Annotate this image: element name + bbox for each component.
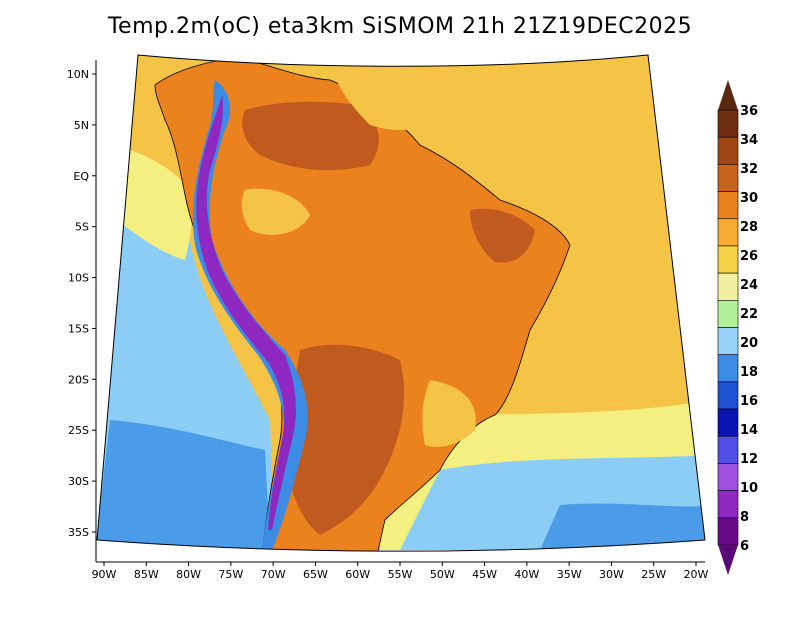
colorbar-over-arrow [718,80,738,110]
colorbar-swatch [717,109,739,138]
y-tick-label: 5N [74,119,89,132]
x-tick-label: 55W [388,568,413,581]
colorbar-swatch [717,218,739,247]
colorbar-swatch [717,272,739,301]
colorbar-label: 16 [740,394,758,409]
colorbar: 6 8 10 12 14 16 18 20 22 24 26 28 30 32 34 36 [717,80,758,575]
colorbar-swatch [717,245,739,274]
x-tick-label: 45W [472,568,497,581]
pacific-cold [97,420,270,550]
colorbar-swatch [717,463,739,491]
colorbar-swatch [717,435,739,464]
x-tick-label: 30W [599,568,624,581]
x-tick-label: 20W [684,568,709,581]
hot-chaco-region [285,344,405,535]
y-tick-label: 10S [68,272,89,285]
y-tick-label: 30S [68,475,89,488]
colorbar-swatch [717,490,739,519]
y-tick-label: 25S [68,424,89,437]
colorbar-label: 14 [740,423,758,438]
x-tick-label: 80W [176,568,201,581]
colorbar-swatch [717,408,739,437]
map-field [97,55,705,552]
x-tick-label: 70W [261,568,286,581]
y-tick-label: 15S [68,322,89,335]
map-title: Temp.2m(oC) eta3km SiSMOM 21h 21Z19DEC20… [107,14,693,39]
colorbar-label: 26 [740,249,758,264]
x-tick-label: 25W [641,568,666,581]
colorbar-label: 10 [740,481,758,496]
warm-interior-patch [241,188,310,235]
colorbar-label: 8 [740,510,749,525]
colorbar-label: 34 [740,133,758,148]
colorbar-swatches [717,109,739,546]
colorbar-label: 18 [740,365,758,380]
colorbar-label: 36 [740,104,758,119]
x-tick-label: 40W [514,568,539,581]
y-tick-label: EQ [73,170,89,183]
colorbar-label: 22 [740,307,758,322]
y-axis-ticks: 10N 5N EQ 5S 10S 15S 20S 25S 30S 35S [67,68,96,539]
colorbar-label: 30 [740,191,758,206]
y-tick-label: 35S [68,526,89,539]
hot-northeast-region [470,208,535,263]
colorbar-label: 28 [740,220,758,235]
y-tick-label: 5S [75,221,89,234]
x-axis-ticks: 90W 85W 80W 75W 70W 65W 60W 55W 50W 45W 40W 35W 30W 2… [92,562,709,581]
x-tick-label: 90W [92,568,117,581]
colorbar-swatch [717,164,739,192]
colorbar-swatch [717,191,739,220]
x-tick-label: 65W [303,568,328,581]
colorbar-swatch [717,300,739,328]
x-tick-label: 60W [345,568,370,581]
colorbar-label: 32 [740,162,758,177]
southeast-brazil-region [422,380,476,447]
colorbar-swatch [717,354,739,383]
plot-frame [96,54,706,552]
colorbar-label: 6 [740,539,749,554]
south-atlantic-cold [540,503,705,550]
x-tick-label: 85W [134,568,159,581]
colorbar-label: 24 [740,278,758,293]
colorbar-label: 20 [740,336,758,351]
x-tick-label: 35W [557,568,582,581]
colorbar-label: 12 [740,452,758,467]
colorbar-swatch [717,381,739,410]
colorbar-under-arrow [718,545,738,575]
y-tick-label: 20S [68,373,89,386]
colorbar-labels: 6 8 10 12 14 16 18 20 22 24 26 28 30 32 34 36 [740,104,758,554]
colorbar-swatch [717,517,739,546]
hot-north-region [242,101,379,171]
andes-high-cold-zone [196,95,296,530]
x-tick-label: 75W [218,568,243,581]
y-tick-label: 10N [67,68,89,81]
colorbar-swatch [717,327,739,355]
x-tick-label: 50W [430,568,455,581]
warm-guiana-patch [330,60,450,130]
colorbar-swatch [717,136,739,165]
